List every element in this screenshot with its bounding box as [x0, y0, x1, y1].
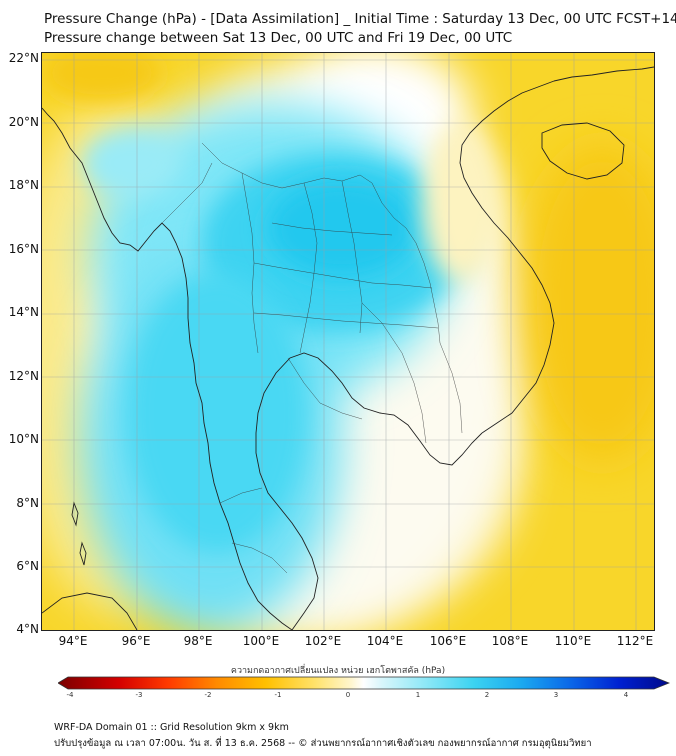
lat-label: 6°N: [16, 559, 39, 573]
colorbar-tick: -4: [66, 691, 74, 699]
colorbar-tick: -2: [204, 691, 212, 699]
colorbar-tick: 0: [345, 691, 351, 699]
lat-label: 8°N: [16, 496, 39, 510]
graticule: [42, 53, 654, 630]
model-info: WRF-DA Domain 01 :: Grid Resolution 9km …: [54, 722, 289, 733]
lon-label: 96°E: [121, 634, 151, 648]
lon-label: 94°E: [58, 634, 88, 648]
lat-label: 14°N: [8, 305, 39, 319]
colorbar-tick: 3: [553, 691, 559, 699]
colorbar-tick: -3: [135, 691, 143, 699]
lon-label: 112°E: [616, 634, 654, 648]
map-subtitle: Pressure change between Sat 13 Dec, 00 U…: [44, 30, 513, 46]
lon-label: 98°E: [183, 634, 213, 648]
lat-label: 16°N: [8, 242, 39, 256]
lat-label: 20°N: [8, 115, 39, 129]
lat-label: 12°N: [8, 369, 39, 383]
map-title: Pressure Change (hPa) - [Data Assimilati…: [44, 11, 676, 27]
lon-label: 110°E: [554, 634, 592, 648]
lon-label: 100°E: [242, 634, 280, 648]
pressure-field: [42, 53, 654, 630]
coastlines: [42, 66, 654, 630]
lon-label: 106°E: [429, 634, 467, 648]
colorbar-tick: 2: [484, 691, 490, 699]
lon-label: 104°E: [366, 634, 404, 648]
colorbar-tick: -1: [274, 691, 282, 699]
lat-label: 10°N: [8, 432, 39, 446]
colorbar: [57, 675, 671, 694]
provincial-boundaries: [161, 142, 463, 574]
lon-label: 102°E: [304, 634, 342, 648]
colorbar-title: ความกดอากาศเปลี่ยนแปลง หน่วย เฮกโตพาสคัล…: [230, 666, 446, 676]
colorbar-tick: 4: [623, 691, 629, 699]
lat-label: 22°N: [8, 51, 39, 65]
update-credit: ปรับปรุงข้อมูล ณ เวลา 07:00น. วัน ส. ที่…: [54, 738, 592, 749]
lat-label: 18°N: [8, 178, 39, 192]
pressure-change-map: [41, 52, 655, 631]
colorbar-tick: 1: [415, 691, 421, 699]
lon-label: 108°E: [491, 634, 529, 648]
lat-label: 4°N: [16, 622, 39, 636]
